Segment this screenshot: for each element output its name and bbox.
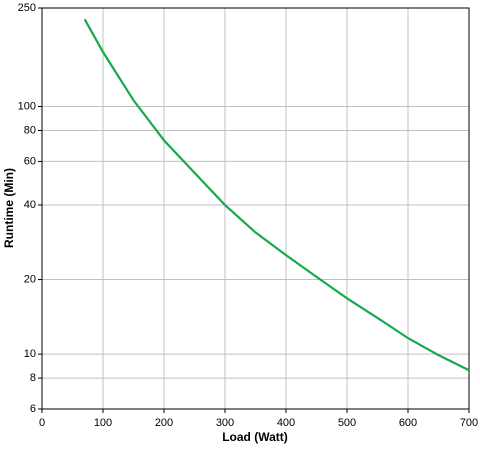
y-tick-label: 20 [24,273,36,285]
data-line [83,18,470,372]
x-tick-label: 500 [338,417,356,429]
plot-border [41,7,470,410]
y-tick-label: 60 [24,155,36,167]
y-tick-label: 250 [18,2,36,14]
y-tick-label: 8 [30,372,36,384]
y-tick-label: 100 [18,100,36,112]
y-tick-label: 10 [24,348,36,360]
y-axis-title: Runtime (Min) [2,168,16,248]
x-tick-label: 700 [460,417,478,429]
x-tick-label: 0 [39,417,45,429]
y-tick-label: 40 [24,199,36,211]
x-tick-label: 200 [155,417,173,429]
x-tick-label: 300 [216,417,234,429]
x-tick-label: 400 [277,417,295,429]
plot-area [41,7,470,410]
x-tick-label: 600 [399,417,417,429]
y-tick-label: 6 [30,403,36,415]
x-tick-label: 100 [94,417,112,429]
x-axis-title: Load (Watt) [222,430,288,444]
y-tick-label: 80 [24,124,36,136]
